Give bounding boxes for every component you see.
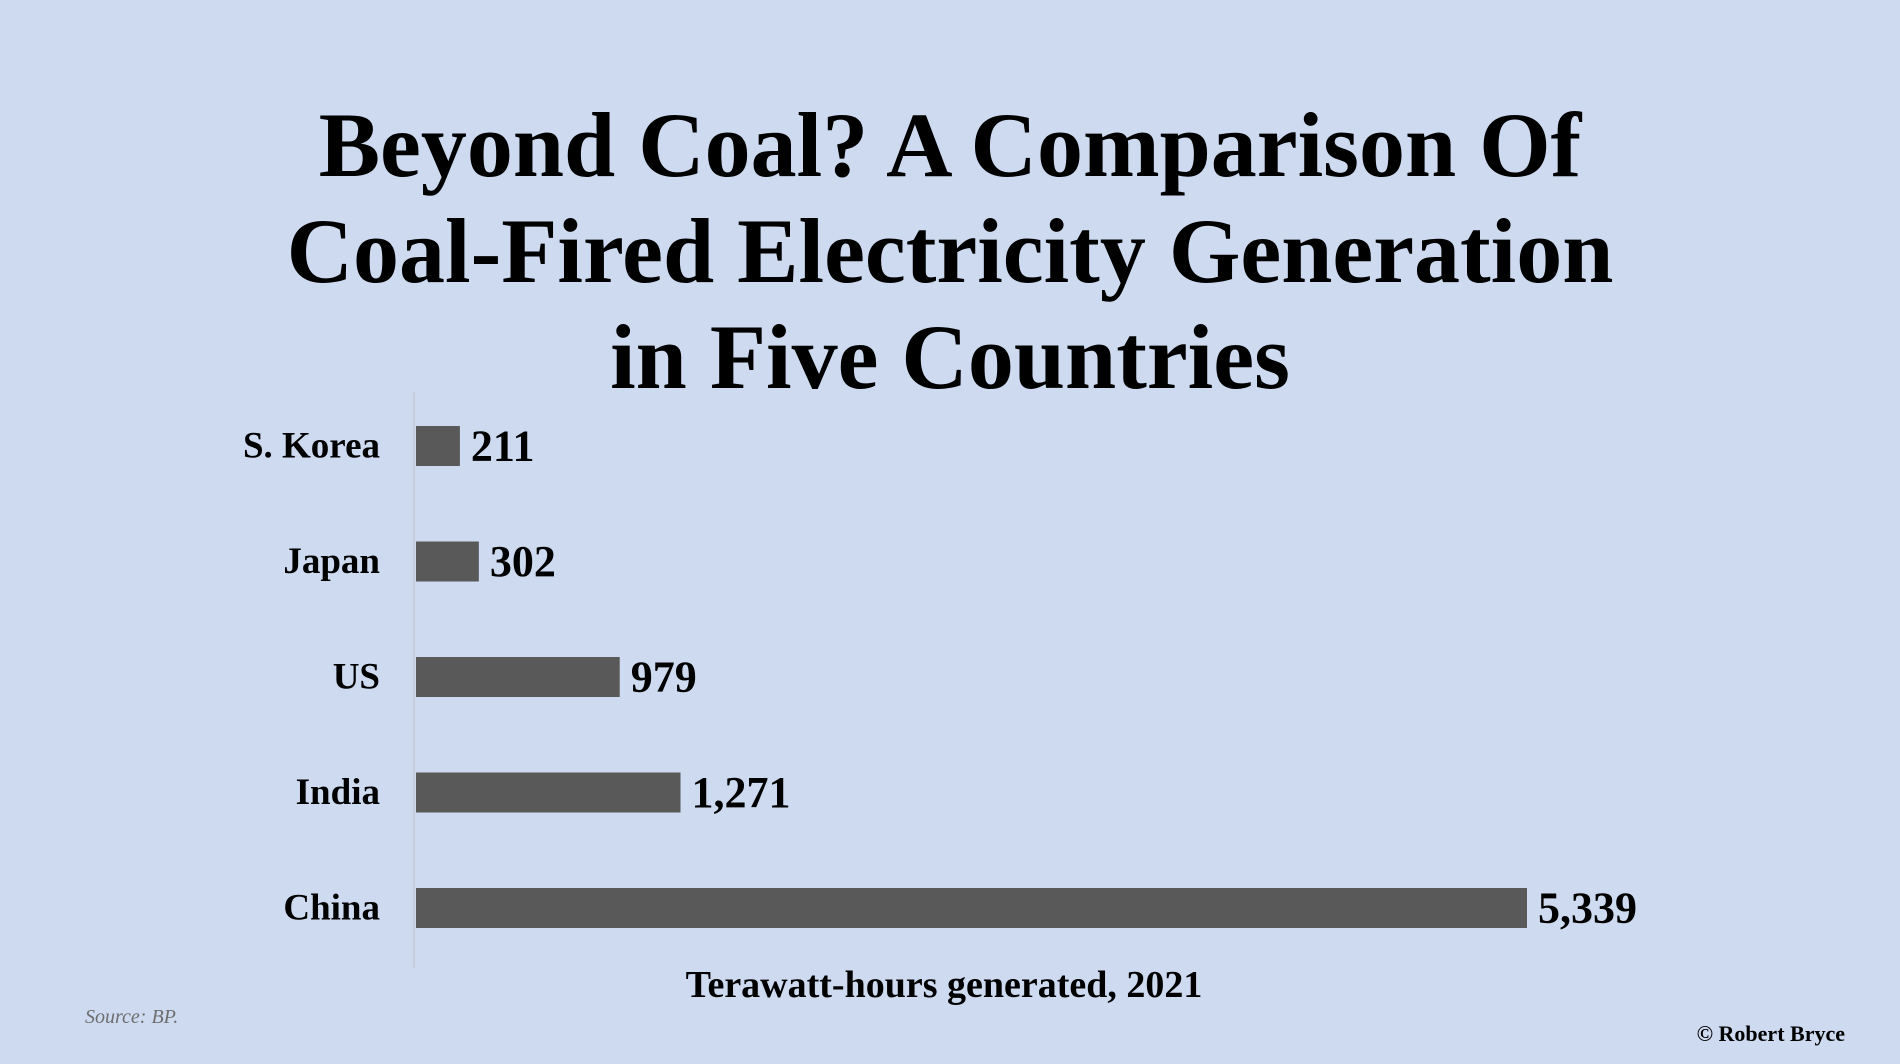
category-label-japan: Japan: [283, 541, 380, 582]
category-label-us: US: [333, 657, 380, 698]
data-label-japan: 302: [490, 537, 556, 586]
category-label-s-korea: S. Korea: [243, 426, 380, 467]
chart-title: Beyond Coal? A Comparison Of Coal-Fired …: [0, 92, 1900, 410]
bar-japan: [416, 541, 479, 582]
copyright-credit: © Robert Bryce: [1696, 1021, 1845, 1046]
chart-title-line-1: Beyond Coal? A Comparison Of: [318, 94, 1582, 196]
source-note: Source: BP.: [85, 1006, 179, 1028]
bar-china: [416, 888, 1527, 928]
x-axis-title: Terawatt-hours generated, 2021: [686, 964, 1203, 1006]
data-label-india: 1,271: [691, 768, 790, 817]
chart-title-line-2: Coal-Fired Electricity Generation: [286, 200, 1614, 302]
chart-title-line-3: in Five Countries: [610, 306, 1290, 408]
data-label-s-korea: 211: [471, 422, 535, 471]
category-label-india: India: [296, 772, 380, 813]
bar-india: [416, 772, 681, 813]
bar-s-korea: [416, 426, 460, 466]
data-label-us: 979: [631, 653, 697, 702]
bar-us: [416, 657, 620, 697]
category-label-china: China: [283, 888, 380, 929]
data-label-china: 5,339: [1538, 884, 1637, 933]
